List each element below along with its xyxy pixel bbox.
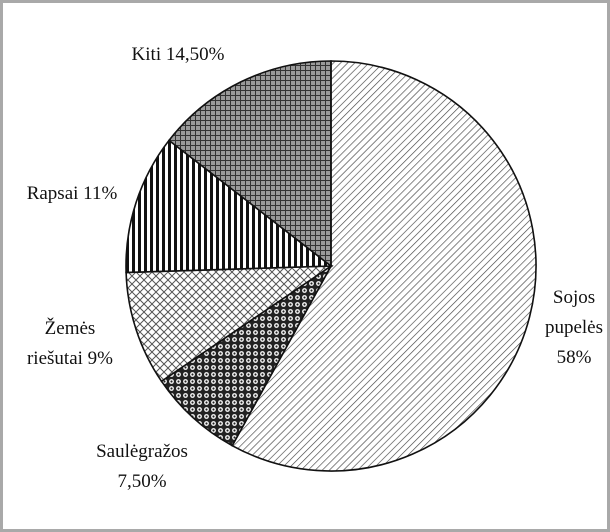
pie-slice [167,60,332,268]
value-label: 9% [87,348,113,369]
slice-label: Kiti 14,50% [78,40,278,70]
category-label: Rapsai [26,183,79,204]
pie-slice [125,139,334,274]
category-label: Kiti [131,44,162,65]
pie-slice [231,60,537,472]
category-label: Saulėgražos [96,441,188,462]
value-label: 58% [556,347,592,368]
slice-label: Žemės riešutai 9% [16,314,124,374]
category-label: Žemės riešutai [26,318,96,369]
value-label: 14,50% [165,44,225,65]
pie-slice [125,265,334,383]
value-label: 11% [83,183,118,204]
slice-label: Rapsai 11% [2,179,142,209]
slice-label: Sojos pupelės 58% [542,283,606,373]
slice-label: Saulėgražos 7,50% [72,437,212,497]
category-label: Sojos pupelės [544,287,604,338]
pie-slice [160,265,332,447]
value-label: 7,50% [117,471,167,492]
